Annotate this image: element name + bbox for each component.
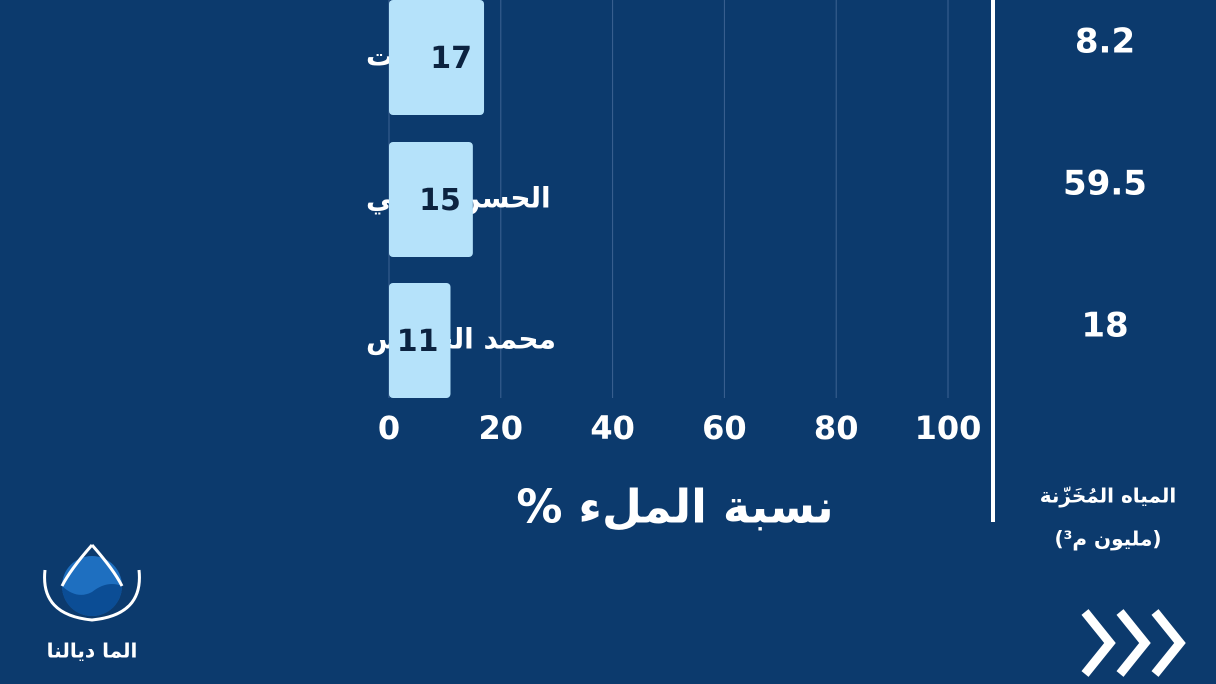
side-value: 8.2 bbox=[1075, 22, 1135, 62]
side-value: 18 bbox=[1081, 306, 1128, 346]
brand: الما ديالنا bbox=[47, 639, 138, 663]
side-value: 59.5 bbox=[1063, 164, 1147, 204]
x-tick-label: 20 bbox=[479, 409, 524, 447]
bar bbox=[389, 142, 473, 257]
x-tick-label: 40 bbox=[590, 409, 635, 447]
bar bbox=[389, 283, 451, 398]
x-tick-label: 100 bbox=[915, 409, 982, 447]
side-title: المياه المُخَزّنة bbox=[1040, 484, 1176, 508]
bar-value-label: 15 bbox=[419, 183, 461, 218]
x-tick-label: 0 bbox=[378, 409, 400, 447]
chevrons bbox=[1081, 609, 1186, 677]
bar-value-label: 17 bbox=[430, 41, 472, 76]
bar bbox=[389, 0, 485, 115]
side-subtitle: (مليون م³) bbox=[1055, 527, 1162, 551]
x-axis-title: نسبة الملء % bbox=[516, 480, 833, 534]
x-tick-label: 80 bbox=[814, 409, 859, 447]
logo bbox=[43, 544, 141, 622]
x-tick-label: 60 bbox=[702, 409, 747, 447]
bar-value-label: 11 bbox=[397, 324, 439, 359]
